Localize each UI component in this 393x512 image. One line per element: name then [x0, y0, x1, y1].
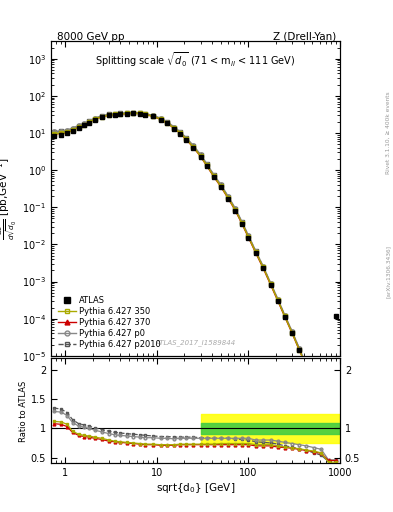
- Text: Rivet 3.1.10, ≥ 400k events: Rivet 3.1.10, ≥ 400k events: [386, 92, 391, 175]
- Text: ATLAS_2017_I1589844: ATLAS_2017_I1589844: [155, 339, 236, 347]
- X-axis label: sqrt{d$_0$} [GeV]: sqrt{d$_0$} [GeV]: [156, 481, 235, 495]
- Legend: ATLAS, Pythia 6.427 350, Pythia 6.427 370, Pythia 6.427 p0, Pythia 6.427 p2010: ATLAS, Pythia 6.427 350, Pythia 6.427 37…: [55, 293, 163, 352]
- Text: 8000 GeV pp: 8000 GeV pp: [57, 32, 125, 42]
- Text: [arXiv:1306.3436]: [arXiv:1306.3436]: [386, 245, 391, 298]
- Text: Splitting scale $\sqrt{d_0}$ (71 < m$_{ll}$ < 111 GeV): Splitting scale $\sqrt{d_0}$ (71 < m$_{l…: [95, 50, 296, 69]
- Text: Z (Drell-Yan): Z (Drell-Yan): [273, 32, 336, 42]
- Y-axis label: Ratio to ATLAS: Ratio to ATLAS: [19, 380, 28, 441]
- Y-axis label: $\frac{d\sigma}{d\sqrt{d_0}}$ [pb,GeV$^{-1}$]: $\frac{d\sigma}{d\sqrt{d_0}}$ [pb,GeV$^{…: [0, 157, 19, 240]
